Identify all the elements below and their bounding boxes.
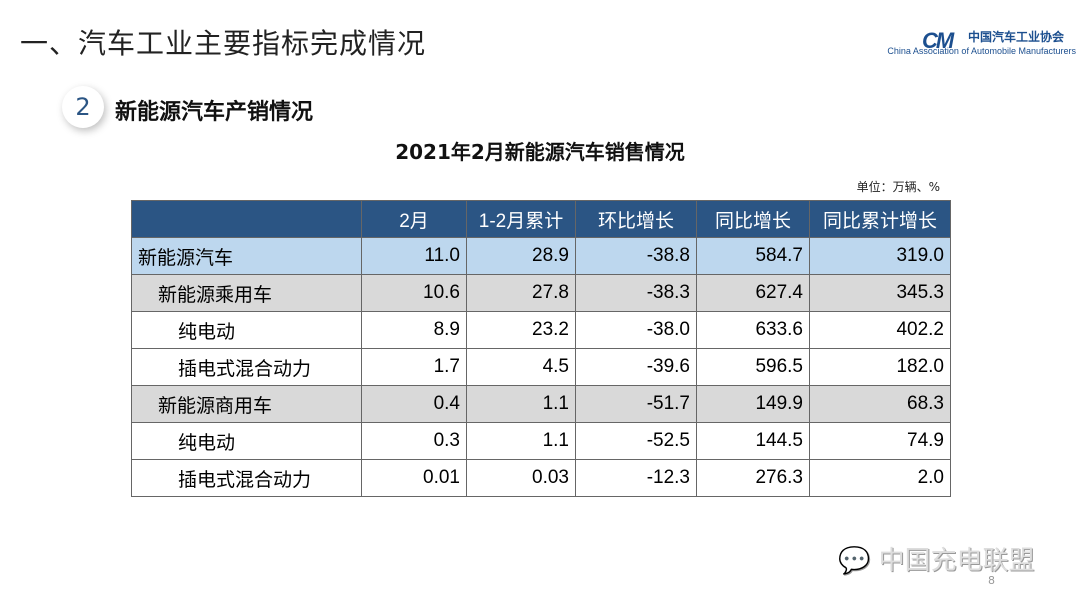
caam-logo: CM 中国汽车工业协会 xyxy=(922,26,1077,56)
cell-value: -38.3 xyxy=(575,274,697,312)
cell-value: -52.5 xyxy=(575,422,697,460)
column-header: 环比增长 xyxy=(575,200,697,238)
cell-value: -12.3 xyxy=(575,459,697,497)
sales-table: 2月 1-2月累计 环比增长 同比增长 同比累计增长 新能源汽车 11.0 28.9 -38.… xyxy=(131,200,951,497)
unit-label: 单位：万辆、% xyxy=(856,180,940,194)
column-header: 2月 xyxy=(361,200,467,238)
table-row: 新能源乘用车 10.6 27.8 -38.3 627.4 345.3 xyxy=(131,274,951,312)
cell-value: 584.7 xyxy=(696,237,810,275)
cell-value: 10.6 xyxy=(361,274,467,312)
column-header: 同比累计增长 xyxy=(809,200,951,238)
watermark: 💬 中国充电联盟 xyxy=(838,540,1035,577)
table-row: 纯电动 8.9 23.2 -38.0 633.6 402.2 xyxy=(131,311,951,349)
cell-value: 345.3 xyxy=(809,274,951,312)
table-header-row: 2月 1-2月累计 环比增长 同比增长 同比累计增长 xyxy=(131,200,951,238)
cell-value: 276.3 xyxy=(696,459,810,497)
table-row: 新能源商用车 0.4 1.1 -51.7 149.9 68.3 xyxy=(131,385,951,423)
page-number: 8 xyxy=(988,574,995,587)
cell-value: 182.0 xyxy=(809,348,951,386)
cell-value: 596.5 xyxy=(696,348,810,386)
cell-value: 11.0 xyxy=(361,237,467,275)
slide-title: 一、汽车工业主要指标完成情况 xyxy=(20,27,427,60)
table-title: 2021年2月新能源汽车销售情况 xyxy=(395,140,685,164)
cell-value: -38.0 xyxy=(575,311,697,349)
logo-mark: CM xyxy=(922,28,954,53)
cell-value: 1.7 xyxy=(361,348,467,386)
row-label: 新能源汽车 xyxy=(131,237,362,275)
row-label: 新能源商用车 xyxy=(131,385,362,423)
cell-value: 23.2 xyxy=(466,311,576,349)
cell-value: 627.4 xyxy=(696,274,810,312)
column-header: 同比增长 xyxy=(696,200,810,238)
cell-value: 0.01 xyxy=(361,459,467,497)
row-label: 新能源乘用车 xyxy=(131,274,362,312)
column-header xyxy=(131,200,362,238)
row-label: 插电式混合动力 xyxy=(131,348,362,386)
cell-value: -51.7 xyxy=(575,385,697,423)
logo-name-cn: 中国汽车工业协会 xyxy=(968,30,1065,44)
row-label: 插电式混合动力 xyxy=(131,459,362,497)
watermark-text: 中国充电联盟 xyxy=(878,546,1035,576)
row-label: 纯电动 xyxy=(131,311,362,349)
cell-value: 633.6 xyxy=(696,311,810,349)
column-header: 1-2月累计 xyxy=(466,200,576,238)
table-row: 纯电动 0.3 1.1 -52.5 144.5 74.9 xyxy=(131,422,951,460)
cell-value: 149.9 xyxy=(696,385,810,423)
cell-value: 2.0 xyxy=(809,459,951,497)
cell-value: 8.9 xyxy=(361,311,467,349)
cell-value: 4.5 xyxy=(466,348,576,386)
logo-name-en: China Association of Automobile Manufact… xyxy=(887,46,1076,56)
cell-value: 144.5 xyxy=(696,422,810,460)
cell-value: 27.8 xyxy=(466,274,576,312)
section-number-badge: 2 xyxy=(62,86,104,128)
cell-value: 0.03 xyxy=(466,459,576,497)
row-label: 纯电动 xyxy=(131,422,362,460)
cell-value: 1.1 xyxy=(466,385,576,423)
wechat-icon: 💬 xyxy=(838,546,871,576)
cell-value: 0.4 xyxy=(361,385,467,423)
cell-value: 68.3 xyxy=(809,385,951,423)
cell-value: 1.1 xyxy=(466,422,576,460)
table-row: 插电式混合动力 1.7 4.5 -39.6 596.5 182.0 xyxy=(131,348,951,386)
section-title: 新能源汽车产销情况 xyxy=(115,100,314,125)
cell-value: 74.9 xyxy=(809,422,951,460)
cell-value: 0.3 xyxy=(361,422,467,460)
table-row: 新能源汽车 11.0 28.9 -38.8 584.7 319.0 xyxy=(131,237,951,275)
cell-value: 319.0 xyxy=(809,237,951,275)
cell-value: 402.2 xyxy=(809,311,951,349)
table-row: 插电式混合动力 0.01 0.03 -12.3 276.3 2.0 xyxy=(131,459,951,497)
cell-value: -38.8 xyxy=(575,237,697,275)
cell-value: 28.9 xyxy=(466,237,576,275)
cell-value: -39.6 xyxy=(575,348,697,386)
